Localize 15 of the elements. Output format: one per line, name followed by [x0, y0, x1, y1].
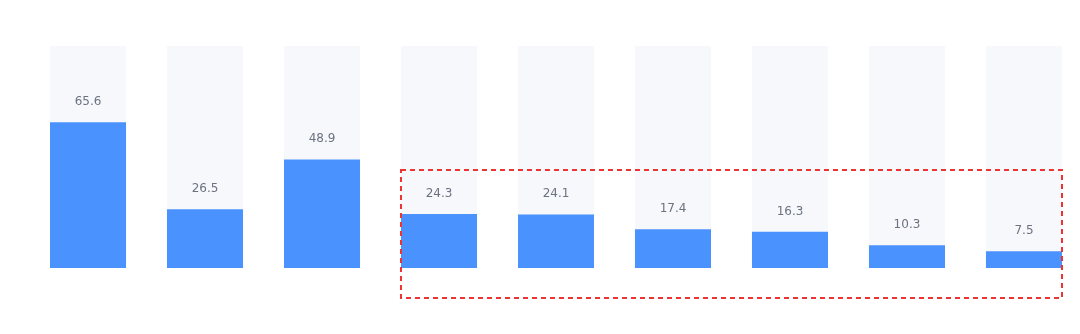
data-label: 65.6	[74, 94, 102, 109]
data-label: 24.1	[542, 186, 570, 201]
bar	[985, 251, 1062, 268]
bar	[751, 231, 829, 268]
bar	[400, 214, 478, 268]
bar	[517, 214, 595, 268]
data-label: 7.5	[1014, 223, 1034, 238]
data-label: 17.4	[659, 201, 687, 216]
data-label: 16.3	[776, 203, 804, 218]
data-label: 10.3	[893, 217, 921, 232]
data-label: 24.3	[425, 186, 453, 201]
bar	[868, 245, 946, 268]
data-label: 48.9	[308, 131, 336, 146]
data-label: 26.5	[191, 181, 219, 196]
bar	[634, 229, 712, 268]
